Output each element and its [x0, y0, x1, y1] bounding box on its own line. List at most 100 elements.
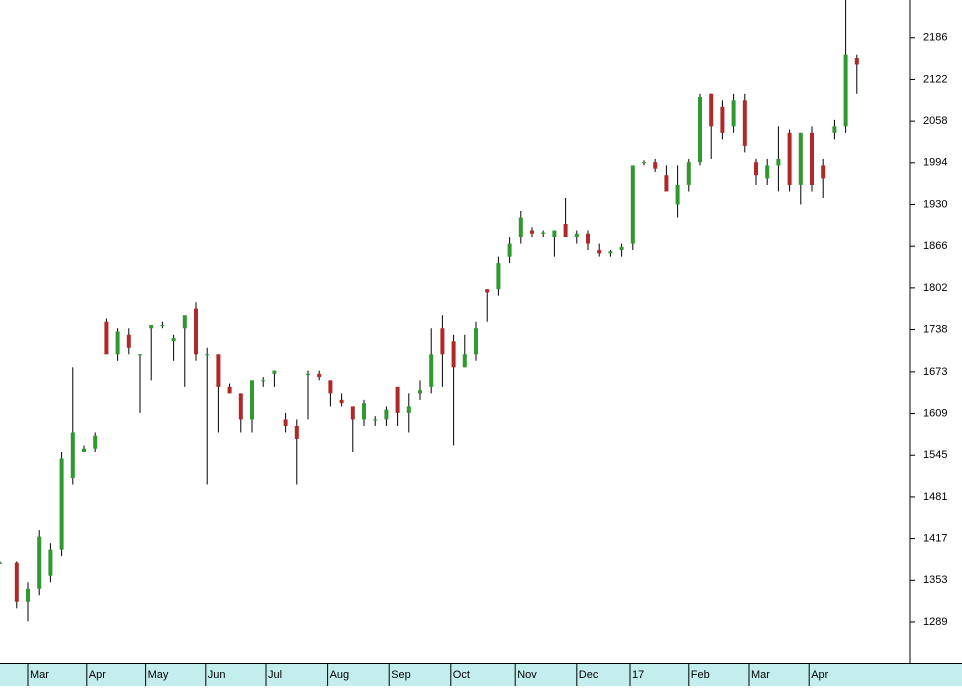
- x-axis-band: [0, 663, 962, 686]
- candle-body: [317, 373, 322, 378]
- candle-body: [709, 93, 714, 127]
- candle-body: [328, 380, 333, 394]
- candle-body: [82, 448, 86, 452]
- candle-body: [821, 165, 826, 179]
- candle-body: [272, 370, 277, 374]
- x-tick-label: Feb: [691, 669, 710, 681]
- y-tick-label: 1481: [923, 491, 947, 503]
- x-tick-label: May: [148, 669, 169, 681]
- candle-body: [485, 289, 490, 293]
- candle-body: [138, 354, 142, 356]
- candle-body: [496, 263, 501, 290]
- candle-body: [686, 162, 691, 185]
- y-tick-label: 1609: [923, 407, 947, 419]
- candle-body: [418, 390, 422, 394]
- candle-body: [798, 132, 803, 185]
- candle-body: [126, 334, 131, 348]
- candle-body: [205, 354, 210, 356]
- candle-body: [283, 419, 288, 426]
- candle-body: [194, 308, 198, 355]
- candle-body: [776, 158, 781, 166]
- candle-body: [37, 536, 42, 589]
- candle-body: [586, 233, 590, 244]
- candle-body: [854, 57, 859, 65]
- candle-body: [608, 251, 613, 254]
- candle-body: [552, 230, 557, 238]
- candle-body: [171, 338, 176, 342]
- y-tick-label: 1738: [923, 323, 947, 335]
- candle-body: [429, 354, 434, 387]
- candle-body: [115, 331, 120, 355]
- candle-body: [474, 328, 478, 355]
- candle-body: [384, 409, 389, 420]
- candle-body: [250, 380, 254, 420]
- candle-body: [754, 162, 758, 176]
- candle-body: [597, 250, 602, 254]
- x-tick-label: Apr: [89, 669, 106, 681]
- y-tick-label: 1994: [923, 157, 947, 169]
- y-tick-label: 2122: [923, 73, 947, 85]
- candle-body: [653, 162, 658, 169]
- candle-body: [350, 406, 355, 420]
- candle-body: [26, 588, 30, 602]
- x-tick-label: Mar: [751, 669, 770, 681]
- y-tick-label: 1289: [923, 616, 947, 628]
- candle-body: [843, 54, 848, 127]
- y-tick-label: 1930: [923, 198, 947, 210]
- candle-body: [339, 399, 344, 404]
- candle-body: [261, 380, 266, 382]
- x-tick-label: Dec: [579, 669, 599, 681]
- candle-body: [563, 224, 568, 238]
- candle-body: [765, 165, 770, 179]
- candle-body: [160, 324, 165, 326]
- x-tick-label: Nov: [517, 669, 537, 681]
- candle-body: [541, 232, 546, 234]
- y-tick-label: 1866: [923, 240, 947, 252]
- candle-body: [14, 562, 19, 602]
- y-tick-label: 2186: [923, 32, 947, 44]
- candle-body: [574, 233, 579, 238]
- candle-body: [530, 230, 534, 234]
- candle-body: [518, 217, 523, 238]
- candle-body: [462, 354, 467, 368]
- candle-body: [373, 419, 378, 421]
- candle-body: [675, 184, 680, 205]
- candle-body: [227, 386, 232, 394]
- y-tick-label: 1353: [923, 574, 947, 586]
- candle-body: [216, 354, 221, 387]
- candle-body: [642, 162, 646, 164]
- y-tick-label: 1802: [923, 282, 947, 294]
- candle-body: [395, 386, 400, 413]
- candle-body: [149, 324, 154, 329]
- candle-body: [59, 458, 64, 550]
- candle-body: [0, 562, 2, 564]
- x-tick-label: Aug: [330, 669, 350, 681]
- x-tick-label: Sep: [391, 669, 411, 681]
- candle-body: [93, 435, 98, 449]
- x-tick-label: Mar: [30, 669, 49, 681]
- candle-body: [306, 373, 310, 375]
- candle-body: [619, 246, 624, 251]
- candle-body: [294, 425, 299, 439]
- candle-body: [440, 328, 445, 355]
- x-tick-label: Apr: [811, 669, 828, 681]
- x-tick-label: 17: [632, 669, 644, 681]
- candle-body: [698, 97, 702, 163]
- candle-body: [720, 106, 725, 133]
- x-tick-label: Jul: [268, 669, 282, 681]
- candle-body: [507, 243, 512, 257]
- candle-body: [832, 126, 837, 133]
- candle-body: [451, 341, 456, 368]
- candle-body: [182, 315, 187, 329]
- candle-body: [810, 132, 814, 185]
- candle-body: [48, 549, 53, 576]
- candle-body: [731, 100, 736, 127]
- x-tick-label: Oct: [453, 669, 470, 681]
- x-tick-label: Jun: [208, 669, 226, 681]
- candle-body: [362, 403, 366, 420]
- candle-body: [664, 175, 669, 192]
- y-tick-label: 1545: [923, 449, 947, 461]
- candle-body: [406, 406, 411, 413]
- candle-body: [787, 132, 792, 185]
